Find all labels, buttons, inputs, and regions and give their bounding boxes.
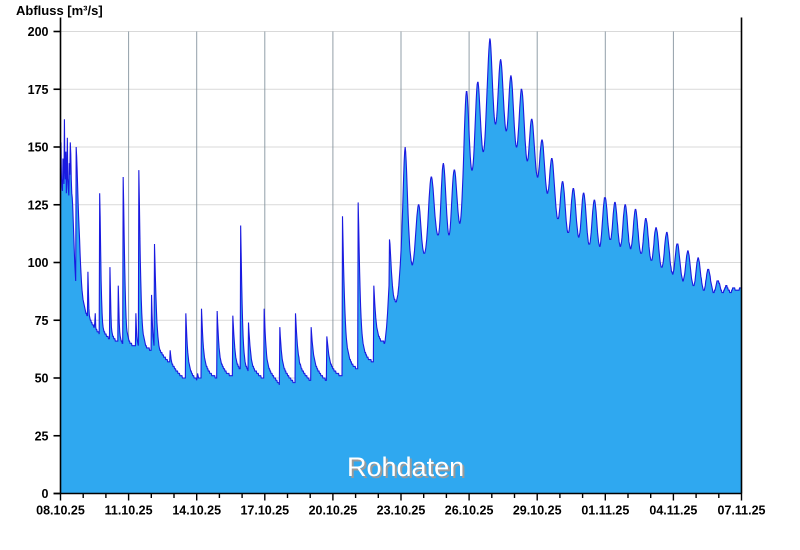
y-tick-label: 200 bbox=[28, 25, 49, 39]
x-tick-label: 20.10.25 bbox=[309, 504, 358, 518]
x-tick-label: 04.11.25 bbox=[649, 504, 697, 518]
watermark-shadow-text: Rohdaten bbox=[349, 454, 466, 484]
y-tick-label: 150 bbox=[28, 141, 49, 155]
y-tick-label: 100 bbox=[28, 256, 49, 270]
x-tick-label: 14.10.25 bbox=[172, 504, 221, 518]
discharge-line-stroke bbox=[59, 38, 742, 386]
x-tick-label: 17.10.25 bbox=[240, 504, 289, 518]
x-axis-ticks: 08.10.25 11.10.25 14.10.25 17.10.25 20.10.25… bbox=[36, 493, 766, 518]
x-tick-label: 08.10.25 bbox=[36, 504, 85, 518]
y-tick-label: 0 bbox=[42, 487, 49, 501]
y-tick-label: 75 bbox=[35, 314, 49, 328]
y-tick-label: 25 bbox=[35, 429, 49, 443]
x-tick-label: 29.10.25 bbox=[513, 504, 562, 518]
watermark-main-text: Rohdaten bbox=[347, 452, 464, 482]
discharge-area-fill bbox=[60, 38, 742, 494]
y-tick-label: 50 bbox=[35, 372, 49, 386]
x-tick-label: 26.10.25 bbox=[445, 504, 494, 518]
y-tick-label: 125 bbox=[28, 198, 49, 212]
watermark-rohdaten: Rohdaten Rohdaten bbox=[347, 452, 466, 484]
x-tick-label: 01.11.25 bbox=[581, 504, 629, 518]
axis-lines bbox=[53, 17, 743, 495]
x-tick-label: 23.10.25 bbox=[377, 504, 426, 518]
y-tick-label: 175 bbox=[28, 83, 49, 97]
y-axis-title: Abfluss [m³/s] bbox=[16, 3, 103, 18]
x-tick-label: 11.10.25 bbox=[105, 504, 153, 518]
discharge-area-series bbox=[59, 38, 742, 494]
y-axis-ticks: 0 25 50 75 100 125 150 175 200 bbox=[28, 25, 61, 501]
x-tick-label: 07.11.25 bbox=[718, 504, 766, 518]
